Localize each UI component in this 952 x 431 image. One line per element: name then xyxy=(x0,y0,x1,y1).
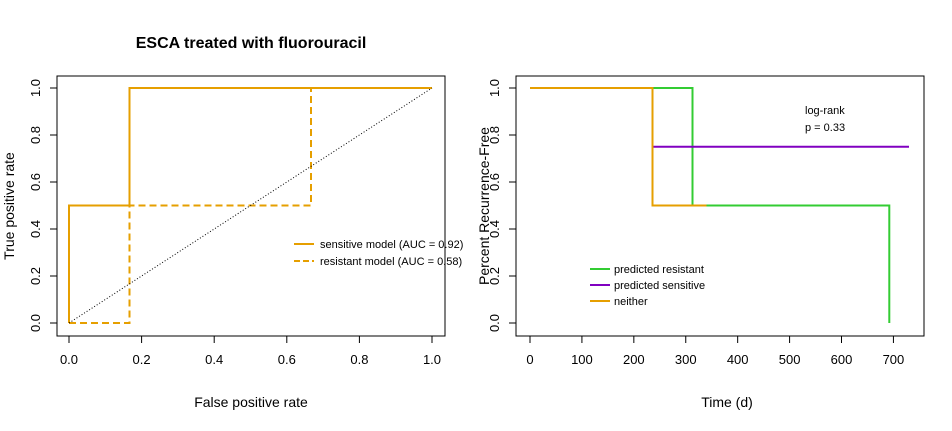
x-tick-label: 0.6 xyxy=(278,352,296,367)
x-axis: 0 100 200 300 400 500 600 700 xyxy=(526,335,905,367)
x-tick-label: 700 xyxy=(883,352,905,367)
legend-label: resistant model (AUC = 0.58) xyxy=(320,256,462,268)
reference-diagonal-line xyxy=(68,87,433,324)
y-axis-label: Percent Recurrence-Free xyxy=(476,127,492,285)
legend-label: predicted resistant xyxy=(614,264,704,276)
x-tick-label: 0.0 xyxy=(60,352,78,367)
y-tick-label: 1.0 xyxy=(487,79,502,97)
legend-label: sensitive model (AUC = 0.92) xyxy=(320,239,463,251)
legend-label: predicted sensitive xyxy=(614,280,705,292)
annotation-line: log-rank xyxy=(805,105,845,117)
x-tick-label: 300 xyxy=(675,352,697,367)
y-tick-label: 0.0 xyxy=(487,314,502,332)
y-tick-label: 1.0 xyxy=(28,79,43,97)
x-tick-label: 0 xyxy=(526,352,533,367)
y-axis-label: True positive rate xyxy=(1,152,17,260)
legend: sensitive model (AUC = 0.92) resistant mo… xyxy=(294,239,463,268)
x-tick-label: 0.4 xyxy=(205,352,223,367)
x-tick-label: 400 xyxy=(727,352,749,367)
legend: predicted resistant predicted sensitive ne… xyxy=(590,264,705,308)
x-tick-label: 1.0 xyxy=(423,352,441,367)
x-tick-label: 0.2 xyxy=(133,352,151,367)
annotation-line: p = 0.33 xyxy=(805,122,845,134)
series-line xyxy=(69,87,432,324)
legend-label: neither xyxy=(614,296,648,308)
x-tick-label: 200 xyxy=(623,352,645,367)
y-tick-label: 0.2 xyxy=(487,267,502,285)
y-tick-label: 0.2 xyxy=(28,267,43,285)
y-tick-label: 0.8 xyxy=(28,126,43,144)
y-tick-label: 0.4 xyxy=(487,220,502,238)
x-tick-label: 500 xyxy=(779,352,801,367)
x-tick-label: 0.8 xyxy=(350,352,368,367)
km-panel: 0 100 200 300 400 500 600 700 0.0 0.2 0.4 0.6 0.8 1.0… xyxy=(476,75,925,410)
series-line xyxy=(530,87,707,207)
logrank-annotation: log-rank p = 0.33 xyxy=(805,105,845,134)
y-tick-label: 0.8 xyxy=(487,126,502,144)
x-axis-label: Time (d) xyxy=(701,394,753,410)
y-tick-label: 0.4 xyxy=(28,220,43,238)
series-group xyxy=(530,87,909,323)
y-axis: 0.0 0.2 0.4 0.6 0.8 1.0 xyxy=(28,79,58,332)
x-axis: 0.0 0.2 0.4 0.6 0.8 1.0 xyxy=(60,335,441,367)
x-axis-label: False positive rate xyxy=(194,394,308,410)
y-tick-label: 0.0 xyxy=(28,314,43,332)
y-tick-label: 0.6 xyxy=(28,173,43,191)
chart-title: ESCA treated with fluorouracil xyxy=(136,35,367,52)
series-group xyxy=(68,87,433,324)
roc-panel: 0.0 0.2 0.4 0.6 0.8 1.0 0.0 0.2 0.4 0.6 0.8 1.0 ESCA… xyxy=(1,35,463,410)
y-tick-label: 0.6 xyxy=(487,173,502,191)
y-axis: 0.0 0.2 0.4 0.6 0.8 1.0 xyxy=(487,79,517,332)
x-tick-label: 100 xyxy=(571,352,593,367)
x-tick-label: 600 xyxy=(831,352,853,367)
